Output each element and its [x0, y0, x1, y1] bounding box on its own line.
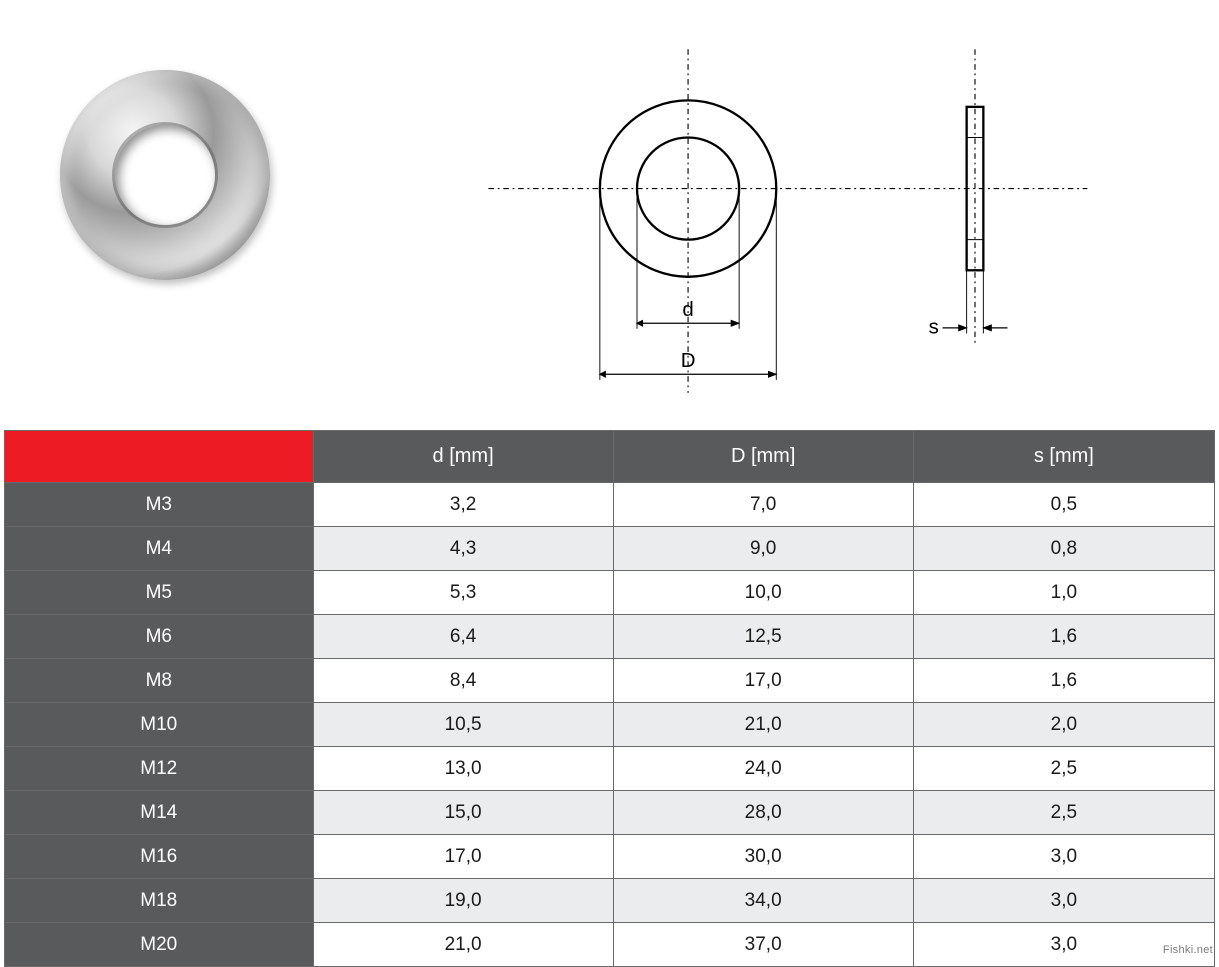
watermark: Fishki.net	[1163, 944, 1213, 956]
table-row: M1415,028,02,5	[5, 791, 1215, 835]
cell: 15,0	[313, 791, 613, 835]
cell: 3,2	[313, 483, 613, 527]
cell: 9,0	[613, 527, 913, 571]
table-row: M1819,034,03,0	[5, 879, 1215, 923]
table-row: M1010,521,02,0	[5, 703, 1215, 747]
header-dmm: d [mm]	[313, 431, 613, 483]
table-row: M1617,030,03,0	[5, 835, 1215, 879]
cell: 1,6	[913, 615, 1214, 659]
row-label: M16	[5, 835, 314, 879]
cell: 4,3	[313, 527, 613, 571]
row-label: M4	[5, 527, 314, 571]
spec-table: d [mm]D [mm]s [mm] M33,27,00,5M44,39,00,…	[4, 430, 1215, 967]
cell: 2,5	[913, 747, 1214, 791]
cell: 1,0	[913, 571, 1214, 615]
cell: 3,0	[913, 835, 1214, 879]
table-row: M88,417,01,6	[5, 659, 1215, 703]
cell: 7,0	[613, 483, 913, 527]
cell: 21,0	[613, 703, 913, 747]
header-corner	[5, 431, 314, 483]
cell: 10,0	[613, 571, 913, 615]
row-label: M8	[5, 659, 314, 703]
row-label: M10	[5, 703, 314, 747]
cell: 10,5	[313, 703, 613, 747]
row-label: M6	[5, 615, 314, 659]
svg-text:D: D	[681, 350, 696, 372]
row-label: M14	[5, 791, 314, 835]
table-row: M33,27,00,5	[5, 483, 1215, 527]
cell: 0,8	[913, 527, 1214, 571]
cell: 2,5	[913, 791, 1214, 835]
cell: 17,0	[313, 835, 613, 879]
row-label: M3	[5, 483, 314, 527]
cell: 6,4	[313, 615, 613, 659]
table-row: M55,310,01,0	[5, 571, 1215, 615]
cell: 17,0	[613, 659, 913, 703]
cell: 8,4	[313, 659, 613, 703]
technical-diagram: d Ds	[400, 40, 1199, 430]
cell: 5,3	[313, 571, 613, 615]
cell: 30,0	[613, 835, 913, 879]
cell: 3,0	[913, 879, 1214, 923]
row-label: M18	[5, 879, 314, 923]
svg-text:s: s	[929, 316, 939, 338]
svg-text:d: d	[682, 299, 693, 321]
cell: 2,0	[913, 703, 1214, 747]
cell: 24,0	[613, 747, 913, 791]
table-header-row: d [mm]D [mm]s [mm]	[5, 431, 1215, 483]
header-smm: s [mm]	[913, 431, 1214, 483]
cell: 12,5	[613, 615, 913, 659]
cell: 19,0	[313, 879, 613, 923]
cell: 1,6	[913, 659, 1214, 703]
cell: 13,0	[313, 747, 613, 791]
diagram-svg: d Ds	[400, 40, 1199, 430]
table-row: M1213,024,02,5	[5, 747, 1215, 791]
cell: 34,0	[613, 879, 913, 923]
header-dmm: D [mm]	[613, 431, 913, 483]
table-row: M66,412,51,6	[5, 615, 1215, 659]
table-row: M44,39,00,8	[5, 527, 1215, 571]
cell: 28,0	[613, 791, 913, 835]
cell: 0,5	[913, 483, 1214, 527]
row-label: M12	[5, 747, 314, 791]
row-label: M5	[5, 571, 314, 615]
washer-photo	[60, 70, 270, 280]
washer-photo-container	[60, 40, 400, 280]
